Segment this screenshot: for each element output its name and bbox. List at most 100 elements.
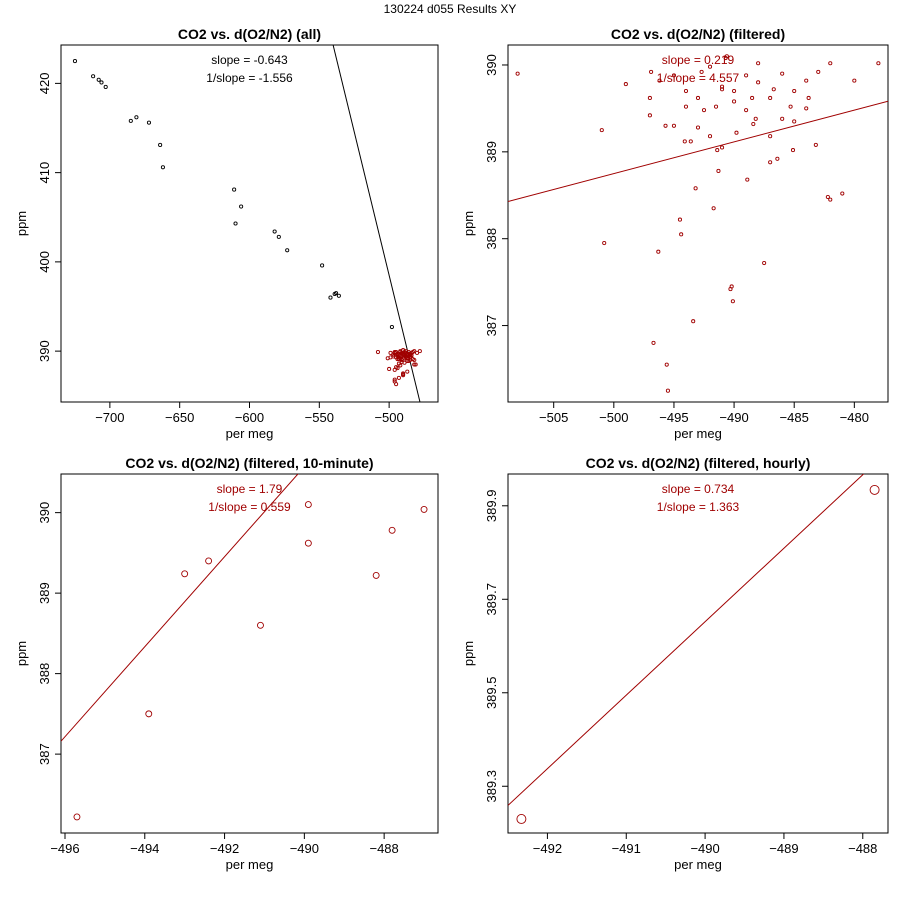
data-point [711, 206, 716, 211]
data-point [730, 299, 735, 304]
data-point [663, 123, 668, 128]
y-tick-label: 389.7 [484, 583, 499, 616]
slope-annotation: 1/slope = 0.559 [208, 500, 291, 514]
data-point [768, 95, 773, 101]
data-point [693, 186, 698, 191]
data-point [762, 260, 767, 266]
data-point [392, 377, 397, 382]
data-point [647, 113, 652, 118]
data-point [679, 232, 684, 237]
x-tick-label: −490 [690, 841, 719, 856]
data-point [723, 55, 728, 61]
data-point [691, 319, 696, 324]
x-tick-label: −485 [780, 410, 809, 425]
data-point [304, 501, 312, 509]
data-point [328, 295, 333, 300]
data-point [394, 382, 399, 387]
data-point [412, 362, 417, 367]
x-axis-label: per meg [674, 857, 722, 872]
series-filtered [375, 348, 422, 387]
data-point [780, 71, 785, 76]
data-point [99, 80, 104, 85]
data-point [257, 621, 264, 629]
data-point [336, 293, 341, 298]
y-tick-label: 389 [484, 141, 499, 163]
data-point [688, 139, 693, 144]
data-point [771, 87, 776, 92]
data-point [745, 177, 750, 182]
y-tick-label: 400 [37, 251, 52, 273]
data-point [395, 366, 400, 371]
data-point [410, 357, 415, 362]
series-all [72, 59, 394, 330]
y-tick-label: 390 [37, 502, 52, 524]
chart-title: CO2 vs. d(O2/N2) (all) [178, 26, 321, 42]
y-axis-label: ppm [14, 211, 29, 236]
chart-panel-2: CO2 vs. d(O2/N2) (filtered) −505 −500 −495 −… [461, 26, 889, 441]
y-tick-label: 389 [37, 582, 52, 604]
data-point [134, 115, 139, 120]
data-point [734, 130, 739, 135]
x-tick-label: −492 [210, 841, 239, 856]
data-point [750, 95, 755, 101]
data-point [389, 324, 394, 330]
data-point [780, 116, 785, 121]
data-point [751, 121, 756, 127]
data-point [408, 353, 413, 358]
x-axis-label: per meg [226, 857, 274, 872]
data-point [744, 73, 749, 78]
data-point [732, 88, 737, 94]
data-point [657, 78, 662, 83]
fit-line [61, 474, 299, 742]
slope-annotation: slope = 0.734 [662, 482, 735, 496]
slope-annotation: 1/slope = 4.557 [657, 71, 740, 85]
data-point [272, 229, 277, 234]
data-point [792, 88, 797, 94]
data-point [599, 128, 604, 133]
data-point [671, 73, 676, 78]
data-point [695, 125, 701, 130]
data-point [840, 191, 845, 196]
x-tick-label: −492 [533, 841, 562, 856]
fit-line [508, 474, 865, 806]
data-point [401, 373, 406, 378]
data-point [96, 77, 101, 82]
data-point [651, 340, 656, 345]
data-point [399, 351, 404, 356]
data-point [720, 87, 725, 92]
data-point [677, 217, 683, 222]
x-tick-label: −550 [305, 410, 334, 425]
data-point [813, 142, 818, 147]
plot-frame [60, 473, 439, 834]
x-tick-label: −489 [769, 841, 798, 856]
data-point [744, 108, 749, 113]
data-point [664, 362, 669, 367]
y-tick-label: 388 [484, 228, 499, 250]
figure-title: 130224 d055 Results XY [384, 2, 517, 16]
chart-title: CO2 vs. d(O2/N2) (filtered) [611, 26, 785, 42]
data-point [415, 350, 420, 355]
data-point [160, 165, 165, 170]
data-layer [508, 474, 880, 824]
y-axis-label: ppm [14, 641, 29, 666]
data-point [387, 366, 392, 372]
data-point [405, 369, 410, 374]
data-point [720, 145, 725, 150]
fit-line [508, 100, 888, 202]
data-point [768, 160, 773, 165]
chart-panel-3: CO2 vs. d(O2/N2) (filtered, 10-minute) −4… [14, 455, 439, 872]
data-point [320, 263, 325, 268]
data-point [515, 71, 520, 76]
chart-title: CO2 vs. d(O2/N2) (filtered, hourly) [586, 455, 811, 471]
data-point [701, 108, 707, 113]
data-point [396, 357, 401, 362]
data-point [671, 123, 676, 128]
data-point [804, 106, 809, 111]
data-point [775, 156, 780, 161]
data-point [665, 388, 670, 393]
data-point [375, 349, 381, 355]
data-point [388, 355, 393, 360]
data-point [233, 221, 238, 226]
data-point [72, 59, 78, 64]
